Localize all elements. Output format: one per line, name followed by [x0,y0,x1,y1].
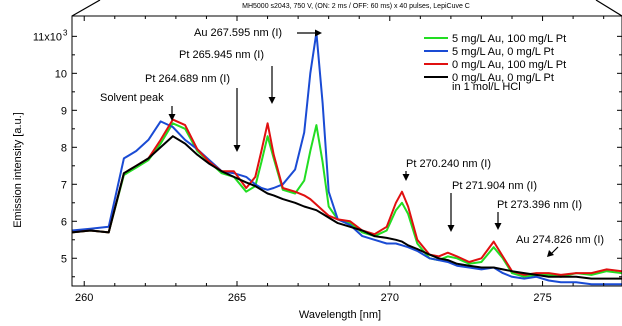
chart-title: MH5000 s2043, 750 V, (ON: 2 ms / OFF: 60… [242,3,470,10]
legend-label: 5 mg/L Au, 100 mg/L Pt [452,33,566,45]
annotation-arrow-head [233,145,241,152]
legend: 5 mg/L Au, 100 mg/L Pt5 mg/L Au, 0 mg/L … [424,33,566,93]
series-line-4 [71,135,622,280]
x-axis-title: Wavelength [nm] [299,309,381,321]
peak-annotation-label: Solvent peak [100,92,164,104]
title-bracket-right [595,0,622,17]
annotation-arrow-head [168,114,176,121]
y-tick-label: 9 [61,105,67,117]
legend-label: 5 mg/L Au, 0 mg/L Pt [452,46,554,58]
series-line-3 [71,118,622,276]
axis-ticks: 260 265 270 275 5 6 7 8 9 10 11x10 3 [33,16,622,304]
x-tick-label: 260 [75,292,93,304]
y-tick-label: 7 [61,179,67,191]
annotation-arrow-head [447,225,455,232]
annotation-arrow-head [268,97,276,104]
plot-frame [71,15,622,287]
y-tick-label: 6 [61,216,67,228]
y-tick-label: 8 [61,142,67,154]
x-tick-label: 270 [381,292,399,304]
y-tick-label: 5 [61,253,67,265]
annotation-arrow-head [402,174,410,181]
series-layer [71,31,622,286]
legend-label: 0 mg/L Au, 100 mg/L Pt [452,59,566,71]
peak-annotations: Solvent peak Pt 264.689 nm (I) Pt 265.945 … [100,27,604,257]
title-bracket-left [71,0,101,17]
peak-annotation-label: Pt 270.240 nm (I) [406,158,491,170]
peak-annotation-label: Pt 265.945 nm (I) [179,49,264,61]
annotation-arrow-line [550,246,559,255]
annotation-arrow-head [315,29,322,37]
peak-annotation-label: Au 267.595 nm (I) [194,27,282,39]
peak-annotation-label: Pt 264.689 nm (I) [145,73,230,85]
annotation-arrow-head [547,250,554,257]
y-tick-exponent: 3 [63,28,68,37]
y-tick-label: 10 [55,68,67,80]
peak-annotation-label: Au 274.826 nm (I) [516,234,604,246]
peak-annotation-label: Pt 273.396 nm (I) [497,199,582,211]
x-tick-label: 265 [228,292,246,304]
legend-label: 0 mg/L Au, 0 mg/L Pt [452,72,554,84]
peak-annotation-label: Pt 271.904 nm (I) [452,180,537,192]
y-tick-label: 11x10 [33,31,62,43]
x-tick-label: 275 [533,292,551,304]
annotation-arrow-head [494,223,502,230]
legend-note: in 1 mol/L HCl [452,81,521,93]
y-axis-title: Emission intensity [a.u.] [12,112,24,228]
